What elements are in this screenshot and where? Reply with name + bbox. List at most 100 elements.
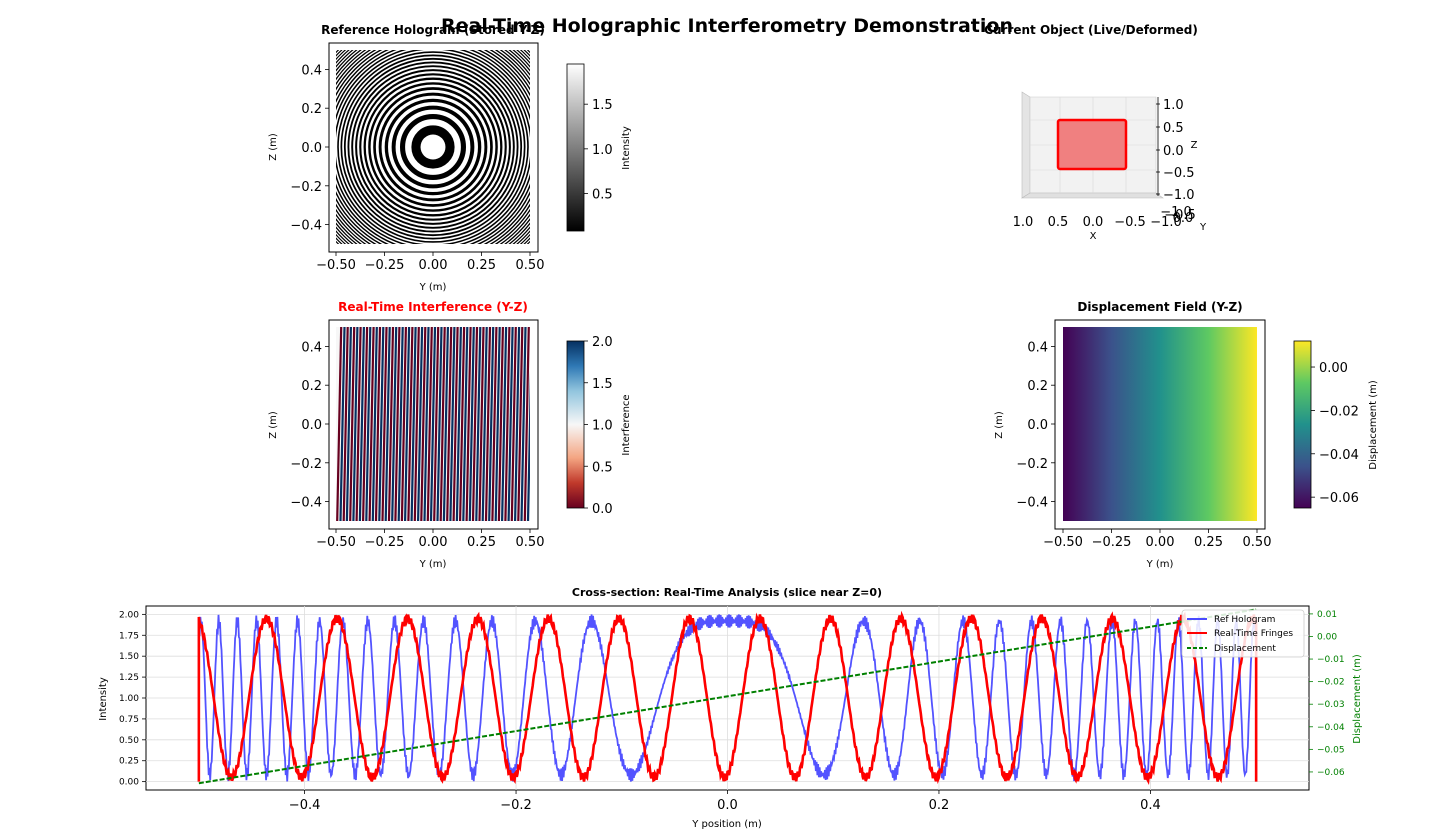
x-tick-label: 1.0	[1013, 215, 1034, 230]
panel-current-object: Current Object (Live/Deformed) 1.0 0.5 0.0…	[984, 23, 1207, 242]
y-tick-label: 0.4	[301, 340, 322, 355]
fringe-blue	[442, 327, 449, 521]
x-tick-label: 0.25	[1194, 535, 1223, 550]
y-axis-label: Z (m)	[268, 411, 279, 439]
ring-bright	[357, 71, 509, 223]
fringe-blue	[365, 327, 372, 521]
series-ref-hologram	[198, 614, 1258, 782]
ring-bright	[336, 50, 530, 244]
fringe-dark	[497, 327, 504, 521]
fringe-blue	[358, 327, 365, 521]
x-tick-label: −0.50	[316, 535, 356, 550]
fringe-blue	[501, 327, 508, 521]
ring-bright	[381, 95, 485, 199]
fringe-blue	[475, 327, 482, 521]
ring-bright	[345, 59, 521, 235]
y-tick-label: 1.25	[119, 673, 139, 683]
fringe-dark	[413, 327, 420, 521]
fringe-dark	[420, 327, 427, 521]
x-tick-label: 0.00	[1146, 535, 1175, 550]
ring-bright	[405, 119, 461, 175]
y-tick-label: −0.4	[290, 219, 322, 234]
fringe-dark	[491, 327, 498, 521]
fringe-dark	[478, 327, 485, 521]
panel-cross-section: −0.4 −0.2 0.0 0.2 0.4 0.00 0.25 0.50 0.75 1.00 1.2…	[98, 586, 1363, 830]
fringe-dark	[374, 327, 382, 521]
x-tick-label: −0.25	[365, 535, 405, 550]
y2-tick-label: −0.01	[1317, 655, 1345, 665]
ring-bright	[388, 102, 478, 192]
y-tick-label: 0.50	[119, 736, 139, 746]
y-tick-label: 1.75	[119, 631, 139, 641]
x-tick-label: −0.4	[289, 798, 321, 813]
y-axis-label: Y	[1199, 222, 1207, 233]
y-tick-label: 1.50	[119, 652, 139, 662]
x-tick-label: −0.50	[316, 258, 356, 273]
fringe-blue	[371, 327, 378, 521]
ring-bright	[420, 134, 446, 160]
x-tick-label: 0.4	[1140, 798, 1161, 813]
fringe-dark	[517, 327, 524, 521]
x-tick-label: −0.25	[365, 258, 405, 273]
z-tick-label: −0.5	[1163, 166, 1195, 181]
colorbar-tick-label: 0.0	[592, 502, 613, 517]
y-axis-label: Z (m)	[994, 411, 1005, 439]
panel-title: Real-Time Interference (Y-Z)	[338, 300, 528, 314]
x-tick-label: −0.5	[1114, 215, 1146, 230]
colorbar-tick-label: 0.5	[592, 187, 613, 202]
y2-tick-label: −0.03	[1317, 700, 1345, 710]
fringe-dark	[368, 327, 375, 521]
legend-label: Real-Time Fringes	[1214, 629, 1293, 639]
x-tick-label: 0.5	[1048, 215, 1069, 230]
fringe-blue	[345, 327, 352, 521]
x-tick-label: 0.00	[419, 535, 448, 550]
fringe-dark	[504, 327, 511, 521]
ring-bright	[395, 109, 471, 185]
colorbar	[566, 63, 585, 232]
y-tick-label: 0.00	[119, 778, 139, 788]
z-tick-label: −1.0	[1163, 188, 1195, 203]
colorbar-tick-label: 1.0	[592, 419, 613, 434]
fringe-dark	[523, 327, 530, 521]
y2-tick-label: −0.06	[1317, 768, 1345, 778]
fringe-dark	[407, 327, 414, 521]
fringe-dark	[433, 327, 440, 521]
panel-title: Reference Hologram (Stored Y-Z)	[321, 23, 545, 37]
fringe-blue	[494, 327, 501, 521]
ring-bright	[370, 84, 496, 210]
fringe-blue	[404, 327, 411, 521]
y-tick-label: 0.2	[1027, 379, 1048, 394]
fringe-dark	[471, 327, 479, 521]
legend-box	[1181, 609, 1305, 658]
y-tick-label: 0.4	[301, 63, 322, 78]
x-tick-label: 0.50	[516, 258, 545, 273]
fringe-blue	[410, 327, 417, 521]
y-axis-label: Intensity	[98, 677, 109, 721]
x-tick-label: −1.0	[1150, 215, 1182, 230]
fringe-blue	[384, 327, 391, 521]
legend: Ref Hologram Real-Time Fringes Displacem…	[1181, 609, 1305, 658]
y-tick-label: 0.2	[301, 379, 322, 394]
fringe-dark	[510, 327, 517, 521]
y2-tick-label: −0.05	[1317, 745, 1345, 755]
panel-displacement-field: Displacement Field (Y-Z) −0.50 −0.25 0.00 0…	[994, 300, 1379, 570]
x-axis-label: Y (m)	[419, 282, 447, 293]
colorbar-tick-label: 0.00	[1319, 361, 1348, 376]
fringe-dark	[349, 327, 356, 521]
x-tick-label: 0.2	[929, 798, 950, 813]
y-tick-label: 0.0	[301, 418, 322, 433]
y-tick-label: −0.2	[290, 180, 322, 195]
colorbar	[566, 340, 585, 509]
z-tick-label: 0.5	[1163, 121, 1184, 136]
y-tick-label: 0.0	[1173, 211, 1194, 226]
x-axis-label: Y (m)	[419, 559, 447, 570]
pane-floor	[1020, 192, 1164, 199]
fringe-blue	[417, 327, 424, 521]
colorbar-tick-label: 1.0	[592, 143, 613, 158]
fringe-blue	[462, 327, 469, 521]
fringe-dark	[439, 327, 446, 521]
fringe-blue	[397, 327, 404, 521]
fringe-blue	[449, 327, 456, 521]
fringe-blue	[391, 327, 398, 521]
y-tick-label: −0.4	[1016, 496, 1048, 511]
